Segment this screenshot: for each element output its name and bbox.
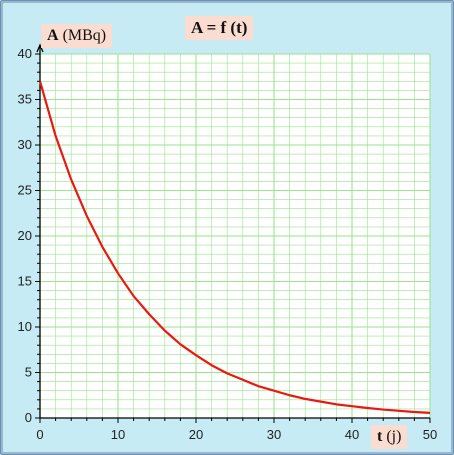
x-tick-label: 0 <box>36 427 43 442</box>
x-tick-label: 40 <box>345 427 359 442</box>
y-axis-label: A (MBq) <box>41 24 113 48</box>
y-tick-label: 35 <box>18 92 32 107</box>
chart-title: A = f (t) <box>185 16 254 40</box>
y-axis-label-unit: (MBq) <box>62 27 107 44</box>
x-axis-label-unit: (j) <box>386 428 402 445</box>
y-tick-label: 40 <box>18 46 32 61</box>
x-tick-label: 30 <box>267 427 281 442</box>
y-tick-label: 10 <box>18 319 32 334</box>
y-tick-label: 0 <box>25 410 32 425</box>
y-tick-label: 25 <box>18 183 32 198</box>
x-tick-label: 20 <box>189 427 203 442</box>
x-tick-label: 10 <box>111 427 125 442</box>
x-tick-label: 50 <box>423 427 437 442</box>
y-tick-label: 20 <box>18 228 32 243</box>
y-axis-label-symbol: A <box>47 27 59 44</box>
x-axis-label-symbol: t <box>377 428 383 445</box>
decay-curve <box>38 80 431 414</box>
y-tick-label: 15 <box>18 274 32 289</box>
y-tick-label: 30 <box>18 137 32 152</box>
y-tick-label: 5 <box>25 365 32 380</box>
y-axis-arrow <box>36 43 44 53</box>
x-axis-label: t (j) <box>371 425 408 449</box>
